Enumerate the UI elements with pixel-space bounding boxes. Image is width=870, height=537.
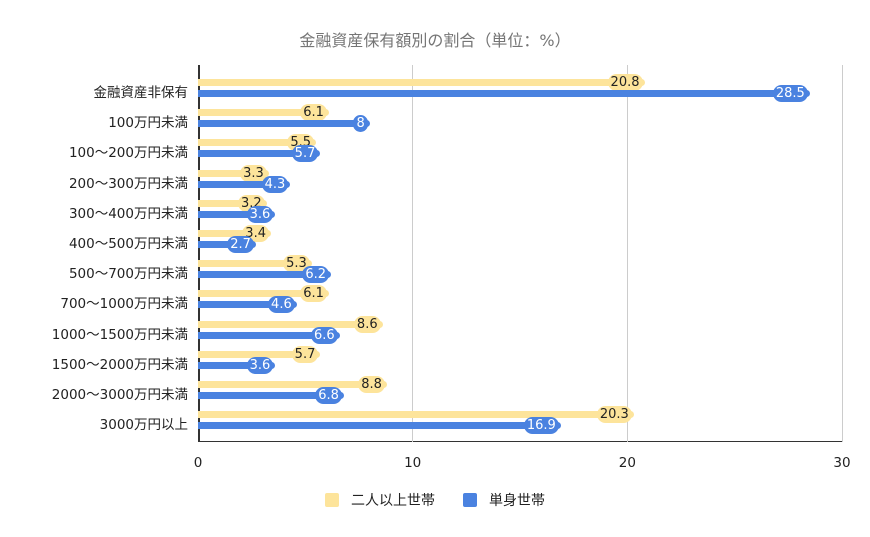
y-axis-line xyxy=(198,65,200,442)
bar: 8.8 xyxy=(198,376,387,393)
bar: 8 xyxy=(198,115,370,133)
legend-label: 二人以上世帯 xyxy=(351,493,435,509)
category-label: 300〜400万円未満 xyxy=(68,205,188,222)
data-label: 6.8 xyxy=(315,387,342,404)
data-label: 8 xyxy=(353,115,368,133)
data-label: 6.6 xyxy=(310,326,338,344)
category-label: 700〜1000万円未満 xyxy=(60,296,188,313)
x-tick-label: 0 xyxy=(193,455,203,471)
legend: 二人以上世帯 単身世帯 xyxy=(0,490,870,510)
category-label: 100〜200万円未満 xyxy=(68,145,188,162)
x-axis-line xyxy=(198,440,842,442)
bar: 20.8 xyxy=(198,74,645,91)
bar: 6.2 xyxy=(198,266,332,284)
category-label: 3000万円以上 xyxy=(99,417,188,434)
bar: 5.7 xyxy=(198,345,321,363)
bar: 5.3 xyxy=(198,255,312,273)
x-tick-label: 20 xyxy=(618,455,636,471)
data-label: 3.6 xyxy=(246,205,274,223)
legend-swatch-icon xyxy=(463,493,477,507)
data-label: 8.6 xyxy=(353,315,381,333)
bar: 6.8 xyxy=(198,387,344,404)
legend-item[interactable]: 単身世帯 xyxy=(463,490,545,510)
bar: 20.3 xyxy=(198,406,634,424)
data-label: 20.3 xyxy=(596,406,632,424)
bar: 4.3 xyxy=(198,175,291,193)
data-label: 6.2 xyxy=(302,266,330,284)
category-label: 400〜500万円未満 xyxy=(68,236,188,252)
gridline xyxy=(412,65,414,442)
legend-swatch-icon xyxy=(325,493,339,507)
bar: 4.6 xyxy=(198,296,297,314)
x-tick-label: 30 xyxy=(833,455,851,471)
bar: 8.6 xyxy=(198,315,383,333)
data-label: 5.7 xyxy=(291,145,319,163)
data-label: 3.6 xyxy=(246,356,274,374)
chart-title: 金融資産保有額別の割合（単位：%） xyxy=(299,31,571,50)
data-label: 4.6 xyxy=(268,296,295,314)
data-label: 20.8 xyxy=(607,74,643,91)
bar: 28.5 xyxy=(198,85,810,102)
gridline xyxy=(626,65,628,442)
x-tick-label: 10 xyxy=(404,455,422,471)
legend-item[interactable]: 二人以上世帯 xyxy=(325,490,435,510)
data-label: 8.8 xyxy=(358,376,385,393)
category-label: 100万円未満 xyxy=(108,115,188,132)
legend-label: 単身世帯 xyxy=(489,493,545,509)
data-label: 2.7 xyxy=(227,236,254,253)
category-label: 1500〜2000万円未満 xyxy=(51,356,188,373)
bar: 6.1 xyxy=(198,104,329,122)
bar: 3.3 xyxy=(198,164,269,182)
category-label: 2000〜3000万円未満 xyxy=(51,387,188,403)
data-label: 5.7 xyxy=(291,345,319,363)
category-label: 200〜300万円未満 xyxy=(68,175,188,192)
bar: 6.6 xyxy=(198,326,340,344)
bar: 6.1 xyxy=(198,285,329,303)
bar: 3.6 xyxy=(198,205,276,223)
category-label: 1000〜1500万円未満 xyxy=(51,326,188,343)
data-label: 6.1 xyxy=(300,285,327,303)
data-label: 28.5 xyxy=(772,85,808,102)
bar: 16.9 xyxy=(198,417,561,435)
data-label: 6.1 xyxy=(300,104,327,122)
bar: 2.7 xyxy=(198,236,256,253)
category-label: 金融資産非保有 xyxy=(93,85,189,101)
gridline xyxy=(841,65,843,442)
bar: 3.6 xyxy=(198,356,276,374)
plot-area: 20.8 28.5 6.1 8 5.5 5.7 3.3 4.3 3.2 3.6 3.4 2.7 5.3 6… xyxy=(198,65,843,442)
bar: 5.7 xyxy=(198,145,321,163)
category-label: 500〜700万円未満 xyxy=(68,266,188,283)
data-label: 4.3 xyxy=(261,175,289,193)
data-label: 3.3 xyxy=(240,164,267,182)
data-label: 16.9 xyxy=(523,417,559,435)
